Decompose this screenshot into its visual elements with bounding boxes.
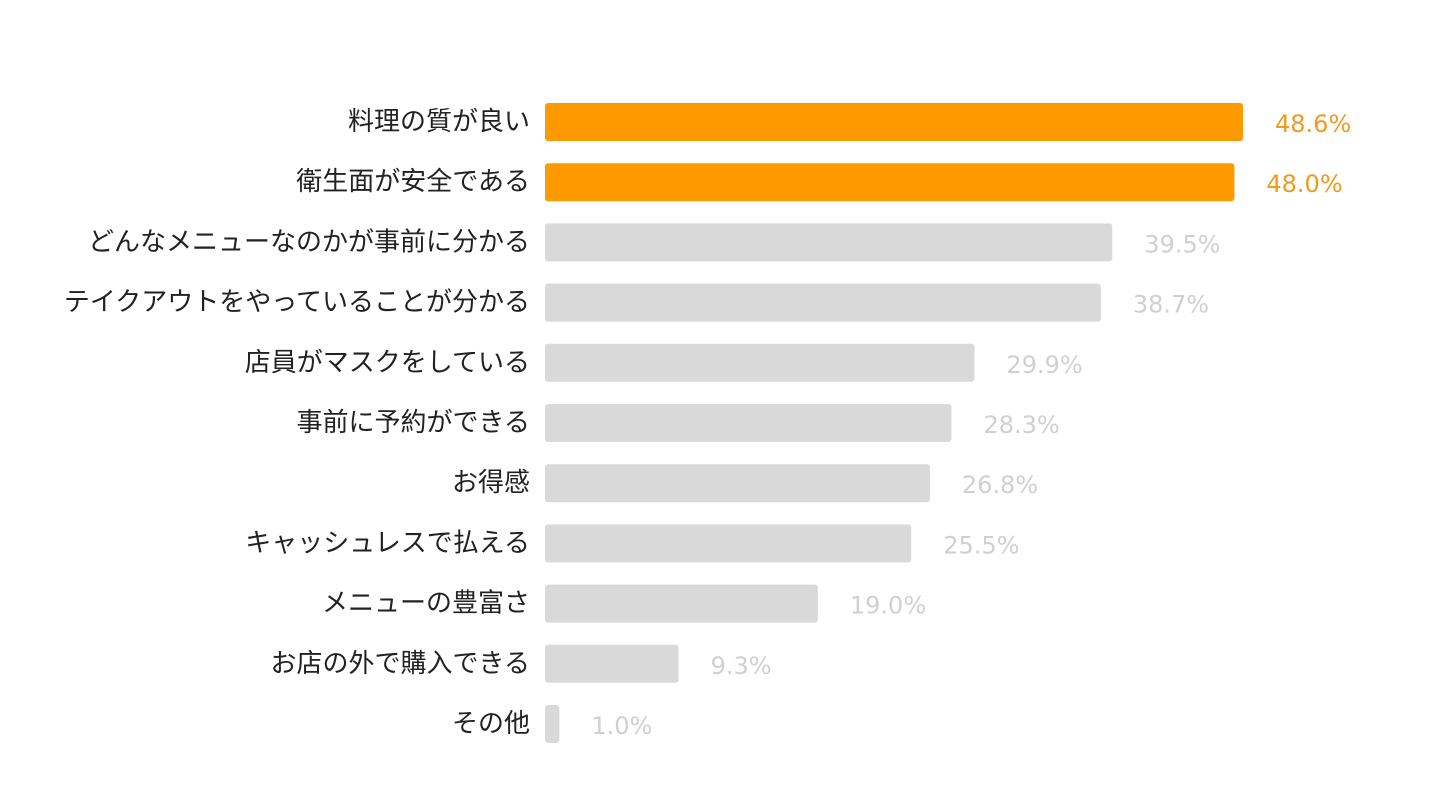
category-label: 店員がマスクをしている (245, 348, 530, 378)
bar (545, 705, 560, 743)
bar (545, 584, 818, 623)
value-label: 1.0% (591, 712, 652, 740)
value-label: 48.0% (1266, 170, 1342, 198)
category-label: 事前に予約ができる (297, 408, 530, 438)
value-labels: 48.6% 48.0% 39.5% 38.7% 29.9% 28.3% 26.8% 25.5%… (591, 110, 1351, 740)
bar (545, 464, 930, 503)
category-label: テイクアウトをやっていることが分かる (64, 288, 530, 318)
category-labels: 料理の質が良い衛生面が安全であるどんなメニューなのかが事前に分かるテイクアウトを… (64, 107, 530, 739)
value-label: 38.7% (1133, 291, 1209, 319)
value-label: 26.8% (962, 471, 1038, 499)
category-label: どんなメニューなのかが事前に分かる (88, 227, 530, 257)
bar (545, 103, 1243, 141)
bar (545, 524, 912, 563)
value-label: 29.9% (1006, 351, 1082, 379)
value-label: 19.0% (850, 592, 926, 620)
category-label: お店の外で購入できる (271, 649, 530, 679)
category-label: 衛生面が安全である (296, 167, 530, 197)
bar (545, 404, 952, 442)
bars (545, 103, 1243, 743)
value-label: 48.6% (1275, 110, 1351, 138)
value-label: 25.5% (943, 531, 1019, 559)
category-label: お得感 (452, 468, 530, 498)
category-label: メニューの豊富さ (322, 589, 530, 619)
value-label: 9.3% (711, 652, 772, 680)
bar (545, 644, 679, 683)
category-label: その他 (452, 709, 530, 739)
category-label: 料理の質が良い (348, 107, 530, 137)
bar (545, 223, 1113, 262)
value-label: 28.3% (983, 411, 1059, 439)
bar (545, 283, 1101, 322)
category-label: キャッシュレスで払える (245, 528, 530, 558)
value-label: 39.5% (1144, 230, 1220, 258)
bar (545, 163, 1235, 202)
bar (545, 343, 975, 382)
